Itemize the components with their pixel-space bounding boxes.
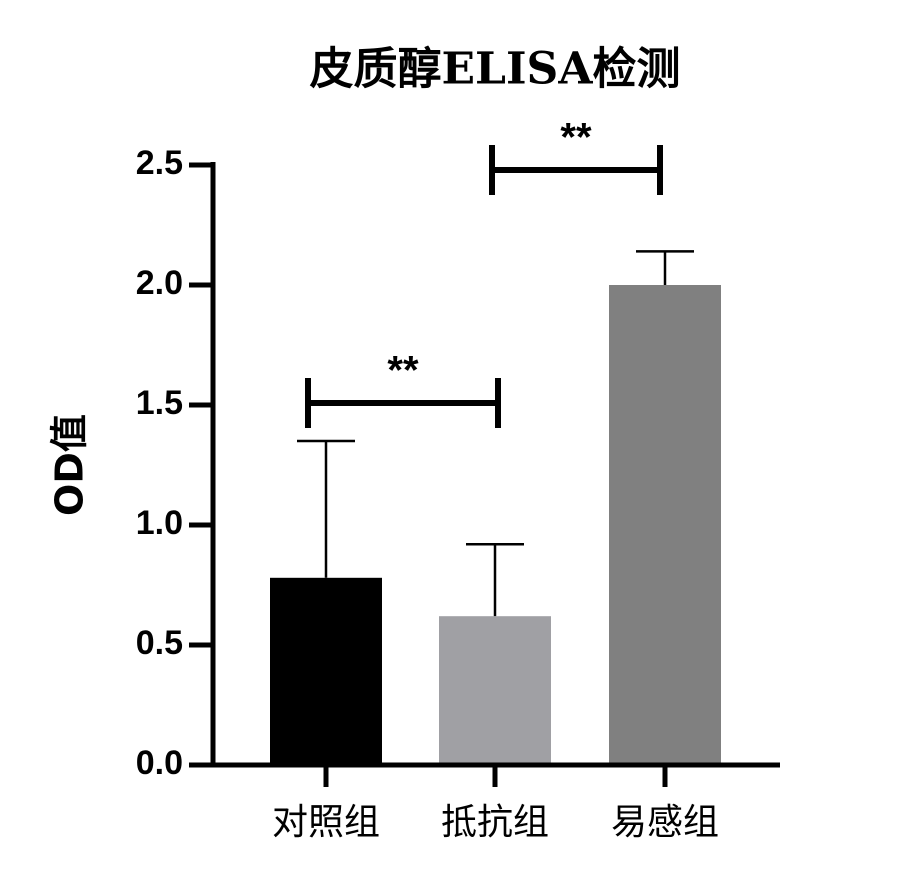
y-axis-label: OD值 (48, 414, 92, 516)
y-tick-label: 1.5 (136, 384, 183, 422)
bar (609, 285, 721, 765)
sig-label: ** (387, 349, 419, 393)
bar (439, 616, 551, 765)
bar (270, 577, 382, 765)
x-tick-label: 对照组 (272, 802, 380, 843)
y-tick-label: 0.5 (136, 624, 183, 662)
y-tick-label: 2.0 (136, 264, 183, 302)
chart-title: 皮质醇ELISA检测 (310, 44, 681, 95)
x-tick-label: 抵抗组 (441, 802, 549, 843)
y-tick-label: 2.5 (136, 144, 183, 182)
y-tick-label: 0.0 (136, 744, 183, 782)
x-tick-label: 易感组 (611, 802, 719, 843)
y-tick-label: 1.0 (136, 504, 183, 542)
sig-label: ** (560, 116, 592, 160)
